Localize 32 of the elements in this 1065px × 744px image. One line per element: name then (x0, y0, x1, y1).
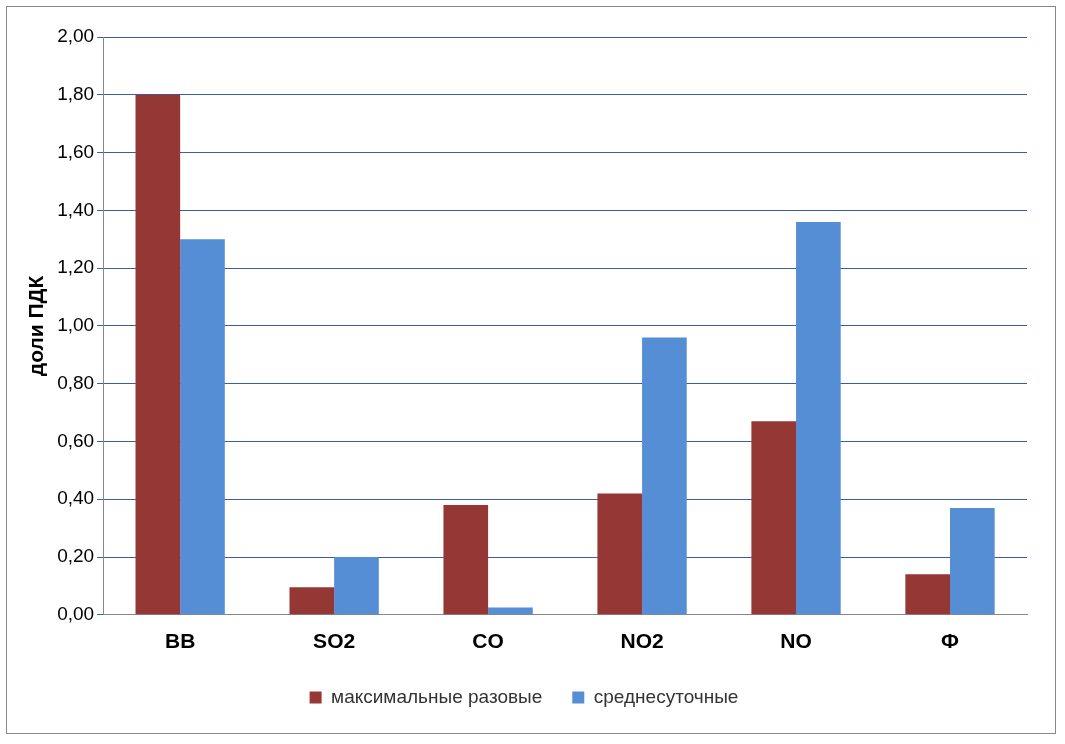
y-tick-label: 0,00 (57, 603, 95, 625)
y-tick-label: 0,20 (57, 545, 95, 567)
bar (135, 94, 181, 615)
x-tick-label: Ф (941, 629, 960, 653)
x-tick-label: NO (780, 629, 812, 653)
legend-label: максимальные разовые (331, 685, 543, 707)
y-tick-label: 0,40 (57, 487, 95, 509)
bar (334, 557, 379, 615)
bar (488, 607, 533, 615)
bar (905, 574, 951, 615)
x-tick-label: SO2 (313, 629, 356, 653)
bar (443, 505, 489, 615)
x-tick-label: ВВ (164, 629, 196, 653)
bar (751, 421, 797, 615)
y-axis-title: доли ПДК (24, 275, 48, 377)
bar (597, 493, 643, 615)
x-tick-label: CO (472, 629, 504, 653)
y-tick-label: 1,80 (57, 83, 95, 105)
y-tick-label: 1,20 (57, 256, 95, 278)
bar (796, 221, 841, 615)
bar (950, 507, 995, 615)
legend-label: среднесуточные (593, 685, 739, 707)
y-tick-label: 1,40 (57, 198, 95, 220)
y-tick-label: 0,60 (57, 429, 95, 451)
y-tick-label: 1,60 (57, 140, 95, 162)
y-tick-label: 0,80 (57, 371, 95, 393)
x-tick-label: NO2 (620, 629, 664, 653)
y-tick-label: 2,00 (57, 25, 95, 47)
bar (180, 239, 225, 615)
bar (642, 337, 687, 615)
y-tick-label: 1,00 (57, 314, 95, 336)
bar (289, 587, 335, 615)
